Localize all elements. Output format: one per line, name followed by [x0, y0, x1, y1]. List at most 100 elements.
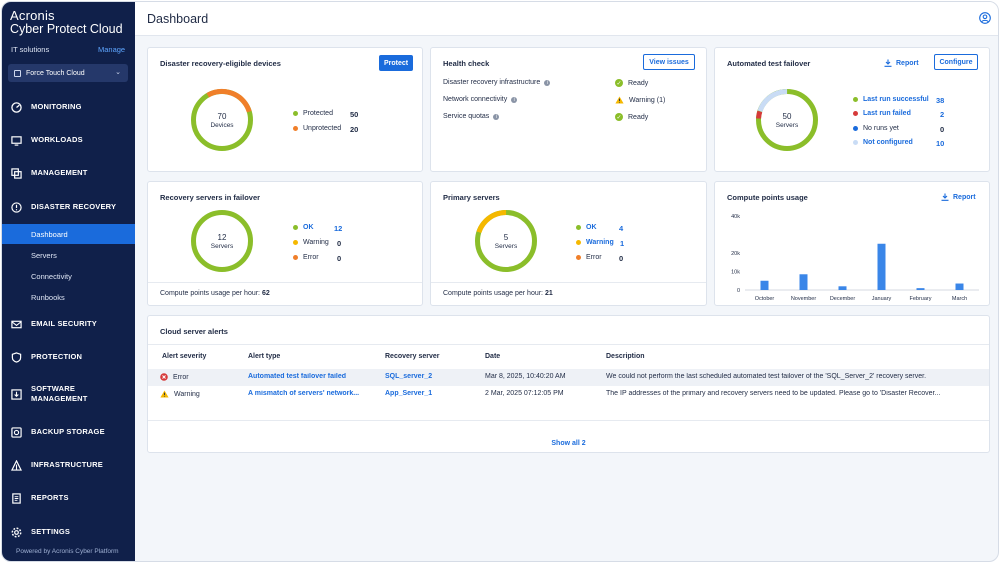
info-icon[interactable]: i [511, 96, 518, 103]
nav-backup-storage[interactable]: BACKUP STORAGE [2, 424, 135, 440]
protect-button[interactable]: Protect [379, 55, 413, 71]
report-link[interactable]: Report [884, 59, 919, 67]
legend-no-runs-yet: No runs yet [853, 125, 899, 132]
servers-total: 50 [782, 112, 792, 121]
download-icon [884, 59, 892, 67]
donut-center: 70 Devices [192, 112, 252, 129]
bar-october[interactable] [760, 280, 769, 290]
nav-monitoring[interactable]: MONITORING [2, 99, 135, 115]
dr-devices-card: Disaster recovery-eligible devices Prote… [147, 47, 423, 172]
nav-email-security[interactable]: EMAIL SECURITY [2, 316, 135, 332]
nav-software-management[interactable]: SOFTWARE MANAGEMENT [2, 381, 135, 407]
bar-january[interactable] [877, 243, 886, 290]
recovery-server-link[interactable]: SQL_server_2 [385, 373, 433, 380]
bar-november[interactable] [799, 274, 808, 290]
donut-segment-warning [475, 209, 537, 272]
devices-total-label: Devices [210, 122, 234, 129]
workloads-icon [10, 134, 22, 146]
table-row[interactable]: Warning A mismatch of servers' network..… [148, 386, 989, 403]
legend-dot [853, 126, 858, 131]
legend-value[interactable]: 4 [619, 224, 624, 233]
column-header-type[interactable]: Alert type [248, 353, 281, 360]
legend-value: 0 [940, 125, 945, 134]
column-header-server[interactable]: Recovery server [385, 353, 440, 360]
email-icon [10, 318, 22, 330]
card-title: Primary servers [443, 193, 500, 202]
legend-last-run-successful[interactable]: Last run successful [853, 96, 929, 103]
nav-workloads[interactable]: WORKLOADS [2, 132, 135, 148]
nav-reports[interactable]: REPORTS [2, 490, 135, 506]
legend-ok[interactable]: OK [293, 224, 314, 231]
nav-management[interactable]: MANAGEMENT [2, 165, 135, 181]
legend-value[interactable]: 10 [936, 139, 945, 148]
footer-value: 62 [261, 290, 270, 297]
health-row-dr-infrastructure: Disaster recovery infrastructure i [443, 79, 551, 86]
x-tick-label: November [791, 296, 817, 302]
bar-february[interactable] [916, 288, 925, 290]
download-icon [941, 193, 949, 201]
donut-center: 50 Servers [757, 112, 817, 129]
legend-dot [293, 126, 298, 131]
table-divider [148, 420, 989, 421]
column-header-date[interactable]: Date [485, 353, 501, 360]
legend-last-run-failed[interactable]: Last run failed [853, 110, 911, 117]
y-tick-label: 40k [731, 214, 740, 220]
configure-button[interactable]: Configure [934, 54, 978, 70]
legend-label: Warning [586, 239, 614, 246]
info-icon[interactable]: i [493, 113, 500, 120]
nav-infrastructure[interactable]: INFRASTRUCTURE [2, 457, 135, 473]
tenant-name: IT solutions [11, 45, 50, 54]
show-all-link[interactable]: Show all 2 [551, 440, 586, 447]
nav-settings[interactable]: SETTINGS [2, 524, 135, 540]
tenant-selector[interactable]: Force Touch Cloud ⌄ [8, 64, 128, 82]
servers-total-label: Servers [494, 243, 518, 250]
bar-march[interactable] [955, 283, 964, 290]
legend-value[interactable]: 38 [936, 96, 945, 105]
manage-link[interactable]: Manage [98, 45, 126, 54]
column-header-description[interactable]: Description [606, 353, 645, 360]
legend-label: Unprotected [303, 125, 342, 132]
sub-nav-runbooks[interactable]: Runbooks [31, 292, 65, 302]
report-link-label: Report [896, 59, 919, 67]
table-row[interactable]: Error Automated test failover failed SQL… [148, 369, 989, 386]
powered-by: Powered by Acronis Cyber Platform [16, 548, 119, 555]
bar-december[interactable] [838, 286, 847, 290]
sub-nav-dashboard[interactable]: Dashboard [2, 224, 135, 244]
nav-label: MONITORING [31, 102, 82, 111]
sub-nav-servers[interactable]: Servers [31, 250, 57, 260]
card-title: Disaster recovery-eligible devices [160, 59, 281, 68]
building-icon [14, 69, 21, 77]
report-link[interactable]: Report [941, 193, 976, 201]
shield-icon [10, 351, 22, 363]
sub-nav-connectivity[interactable]: Connectivity [31, 271, 72, 281]
health-check-card: Health check View issues Disaster recove… [430, 47, 707, 172]
legend-value[interactable]: 2 [940, 110, 945, 119]
legend-value[interactable]: 1 [620, 239, 625, 248]
nav-protection[interactable]: PROTECTION [2, 349, 135, 365]
primary-servers-donut [475, 209, 537, 272]
nav-disaster-recovery[interactable]: DISASTER RECOVERY [2, 199, 135, 215]
legend-not-configured[interactable]: Not configured [853, 139, 913, 146]
nav-label: WORKLOADS [31, 135, 83, 144]
alert-type-link[interactable]: Automated test failover failed [248, 373, 347, 380]
nav-label: DISASTER RECOVERY [31, 202, 117, 211]
legend-label: Warning [303, 239, 329, 246]
legend-dot [293, 240, 298, 245]
x-tick-label: March [952, 296, 967, 302]
view-issues-button[interactable]: View issues [643, 54, 695, 70]
legend-ok[interactable]: OK [576, 224, 597, 231]
error-icon [160, 373, 168, 381]
devices-donut [190, 89, 253, 151]
info-icon[interactable]: i [544, 79, 551, 86]
alert-type-link[interactable]: A mismatch of servers' network... [248, 390, 360, 397]
infrastructure-icon [10, 459, 22, 471]
legend-value: 0 [619, 254, 624, 263]
column-header-severity[interactable]: Alert severity [162, 353, 207, 360]
y-tick-label: 0 [737, 288, 740, 294]
legend-value[interactable]: 12 [334, 224, 343, 233]
user-profile-icon[interactable] [979, 12, 991, 24]
legend-dot [853, 140, 858, 145]
recovery-server-link[interactable]: App_Server_1 [385, 390, 433, 397]
donut-center: 5 Servers [476, 233, 536, 250]
legend-warning[interactable]: Warning [576, 239, 614, 246]
